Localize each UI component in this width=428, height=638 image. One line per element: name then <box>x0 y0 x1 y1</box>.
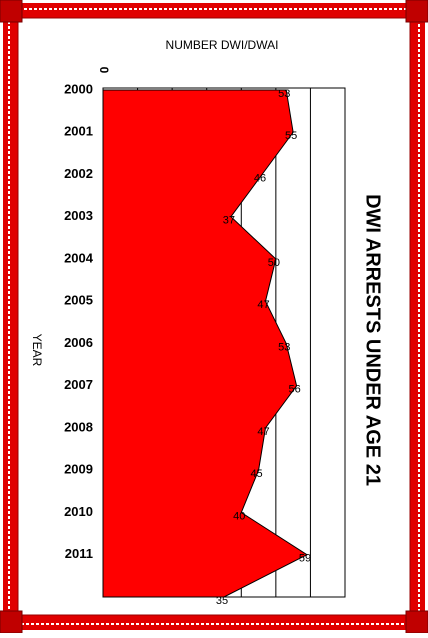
data-label: 53 <box>278 341 290 353</box>
y-tick-label: 2007 <box>64 377 93 392</box>
data-label: 46 <box>254 172 266 184</box>
area <box>102 89 308 598</box>
y-axis-title: YEAR <box>30 334 44 367</box>
data-label: 47 <box>257 426 269 438</box>
data-label: 35 <box>216 595 228 607</box>
y-tick-label: 2000 <box>64 81 93 96</box>
data-label: 50 <box>268 257 280 269</box>
x-tick-label: 0 <box>97 67 111 74</box>
y-tick-label: 2011 <box>65 546 93 561</box>
y-tick-label: 2010 <box>64 504 93 519</box>
data-label: 55 <box>285 130 297 142</box>
data-label: 40 <box>233 510 245 522</box>
y-tick-label: 2003 <box>64 208 93 223</box>
y-tick-label: 2006 <box>64 335 93 350</box>
y-tick-label: 2005 <box>64 293 93 308</box>
y-tick-label: 2002 <box>64 166 93 181</box>
y-tick-label: 2004 <box>64 250 94 265</box>
data-label: 53 <box>278 88 290 100</box>
data-label: 45 <box>250 468 262 480</box>
x-axis-title: NUMBER DWI/DWAI <box>166 38 279 52</box>
y-tick-label: 2009 <box>64 462 93 477</box>
data-label: 56 <box>288 384 300 396</box>
y-tick-label: 2001 <box>64 124 93 139</box>
data-label: 37 <box>223 215 235 227</box>
data-label: 47 <box>257 299 269 311</box>
y-tick-label: 2008 <box>64 419 93 434</box>
chart-title: DWI ARRESTS UNDER AGE 21 <box>362 194 384 486</box>
data-label: 59 <box>299 553 311 565</box>
